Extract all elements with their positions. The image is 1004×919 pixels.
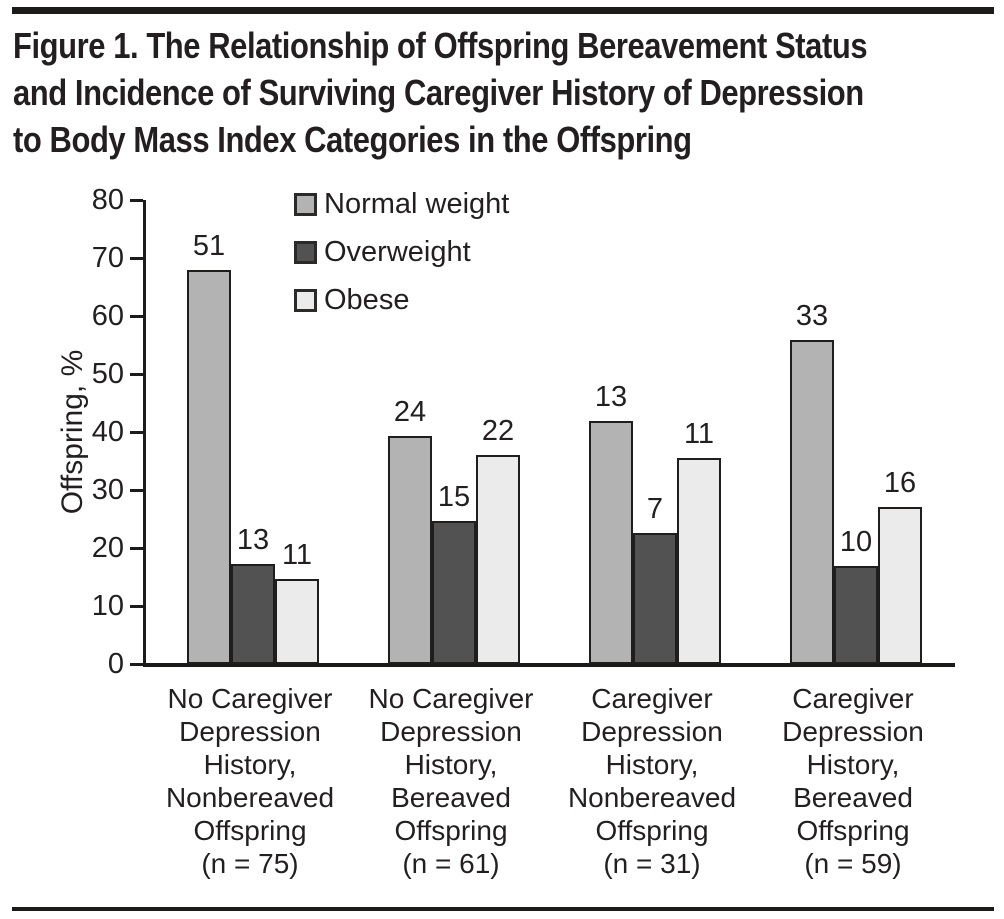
bottom-rule	[12, 907, 994, 911]
bar-value-label-obese-group-4: 16	[883, 467, 917, 499]
legend: Normal weight Overweight Obese	[294, 190, 509, 334]
bar-value-label-overweight-group-3: 7	[646, 493, 664, 525]
y-tick-label-60: 60	[91, 300, 124, 332]
x-category-label-4: Caregiver Depression History, Bereaved O…	[782, 683, 924, 879]
y-tick-20	[130, 547, 143, 550]
x-category-label-1: No Caregiver Depression History, Nonbere…	[165, 683, 335, 879]
bar-obese-group-3	[677, 458, 721, 664]
y-tick-70	[130, 257, 143, 260]
barwrap-normal-weight-group-1: 51	[187, 232, 231, 664]
barwrap-overweight-group-2: 15	[432, 483, 476, 664]
barwrap-normal-weight-group-3: 13	[589, 383, 633, 664]
y-tick-label-70: 70	[91, 242, 124, 274]
barwrap-obese-group-3: 11	[677, 420, 721, 664]
barwrap-normal-weight-group-4: 33	[790, 302, 834, 664]
barwrap-overweight-group-3: 7	[633, 495, 677, 664]
bar-value-label-overweight-group-4: 10	[839, 526, 873, 558]
legend-item-overweight: Overweight	[294, 238, 509, 267]
bar-value-label-obese-group-1: 11	[281, 539, 313, 571]
figure-title-line-1: Figure 1. The Relationship of Offspring …	[13, 25, 868, 66]
y-tick-label-0: 0	[107, 648, 124, 680]
x-category-label-3: Caregiver Depression History, Nonbereave…	[567, 683, 737, 879]
x-category-label-2: No Caregiver Depression History, Bereave…	[368, 683, 534, 879]
figure-title-line-3: to Body Mass Index Categories in the Off…	[13, 119, 692, 160]
barwrap-obese-group-4: 16	[878, 469, 922, 664]
y-tick-40	[130, 431, 143, 434]
y-tick-30	[130, 489, 143, 492]
bar-overweight-group-2	[432, 521, 476, 664]
y-tick-50	[130, 373, 143, 376]
bar-obese-group-2	[476, 455, 520, 664]
bar-overweight-group-3	[633, 533, 677, 664]
bar-normal-weight-group-2	[388, 436, 432, 664]
bar-normal-weight-group-3	[589, 421, 633, 664]
y-tick-label-20: 20	[91, 532, 124, 564]
bar-value-label-normal-weight-group-2: 24	[393, 396, 427, 428]
bar-group-1: 51 13 11	[187, 200, 319, 664]
barwrap-normal-weight-group-2: 24	[388, 398, 432, 664]
legend-swatch-normal-weight-icon	[294, 193, 317, 216]
y-tick-label-10: 10	[91, 590, 124, 622]
bar-value-label-normal-weight-group-3: 13	[594, 381, 628, 413]
bar-obese-group-1	[275, 579, 319, 664]
barwrap-overweight-group-1: 13	[231, 526, 275, 664]
bar-group-4: 33 10 16	[790, 200, 922, 664]
bar-value-label-overweight-group-1: 13	[236, 524, 270, 556]
legend-item-obese: Obese	[294, 286, 509, 315]
bar-value-label-obese-group-2: 22	[481, 415, 515, 447]
bar-obese-group-4	[878, 507, 922, 664]
barwrap-overweight-group-4: 10	[834, 528, 878, 664]
top-rule	[12, 7, 994, 14]
legend-label-normal-weight: Normal weight	[324, 188, 510, 220]
barwrap-obese-group-1: 11	[275, 541, 319, 664]
legend-label-obese: Obese	[324, 284, 410, 316]
legend-label-overweight: Overweight	[324, 236, 471, 268]
bar-overweight-group-1	[231, 564, 275, 664]
legend-item-normal-weight: Normal weight	[294, 190, 509, 219]
y-tick-0	[130, 663, 143, 666]
x-axis-line	[143, 663, 955, 667]
legend-swatch-obese-icon	[294, 289, 317, 312]
y-tick-60	[130, 315, 143, 318]
y-tick-label-40: 40	[91, 416, 124, 448]
y-tick-80	[130, 199, 143, 202]
y-tick-label-80: 80	[91, 184, 124, 216]
y-tick-10	[130, 605, 143, 608]
bar-overweight-group-4	[834, 566, 878, 664]
bar-value-label-normal-weight-group-4: 33	[795, 300, 829, 332]
bar-group-3: 13 7 11	[589, 200, 721, 664]
bar-normal-weight-group-1	[187, 270, 231, 664]
bar-value-label-normal-weight-group-1: 51	[192, 230, 226, 262]
barwrap-obese-group-2: 22	[476, 417, 520, 664]
bar-normal-weight-group-4	[790, 340, 834, 664]
bar-value-label-obese-group-3: 11	[683, 418, 715, 450]
figure-title-line-2: and Incidence of Surviving Caregiver His…	[13, 72, 864, 113]
legend-swatch-overweight-icon	[294, 241, 317, 264]
figure-title: Figure 1. The Relationship of Offspring …	[13, 22, 868, 163]
y-tick-label-30: 30	[91, 474, 124, 506]
bar-chart: Offspring, % Normal weight Overweight Obes…	[56, 184, 955, 680]
y-tick-label-50: 50	[91, 358, 124, 390]
bar-group-2: 24 15 22	[388, 200, 520, 664]
bar-value-label-overweight-group-2: 15	[437, 481, 471, 513]
